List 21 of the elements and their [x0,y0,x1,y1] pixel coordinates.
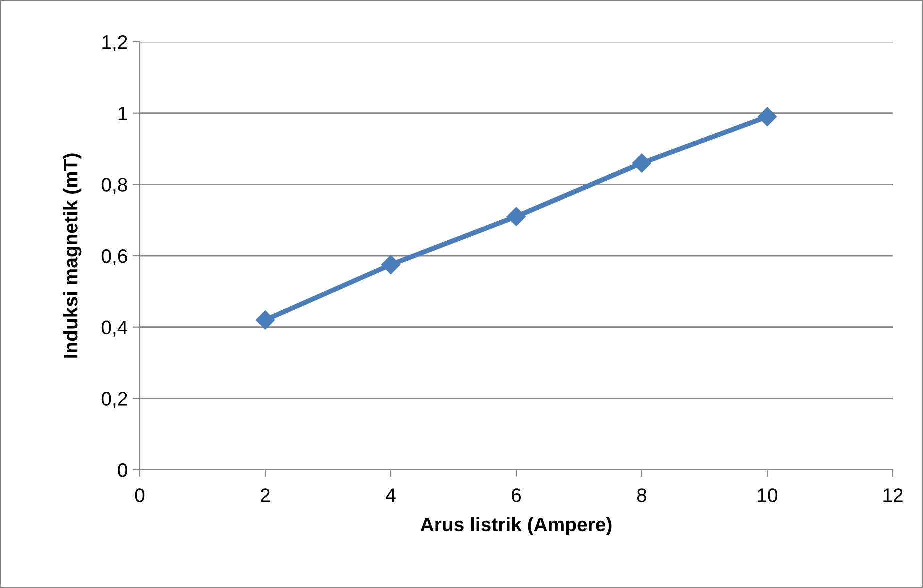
point [256,310,276,330]
x-axis-title: Arus listrik (Ampere) [420,517,612,536]
point [506,207,526,226]
x-tick-label: 12 [884,488,903,502]
point [632,154,652,173]
x-tick-label: 0 [135,488,145,502]
x-tick-label: 6 [512,488,522,502]
x-tick-label: 10 [758,488,778,502]
y-tick-label: 0,4 [102,320,128,337]
y-tick-label: 0 [118,463,128,478]
y-axis-title: Induksi magnetik (mT) [64,154,82,358]
y-tick-label: 0,6 [102,249,128,266]
y-tick-label: 0,8 [102,178,128,194]
point [758,107,778,126]
y-tick-label: 1 [118,107,128,120]
point [381,255,401,274]
y-tick-label: 1,2 [102,35,128,52]
x-tick-label: 8 [637,488,647,502]
x-tick-label: 4 [386,488,396,502]
x-tick-label: 2 [261,488,270,502]
y-tick-label: 0,2 [102,392,128,408]
